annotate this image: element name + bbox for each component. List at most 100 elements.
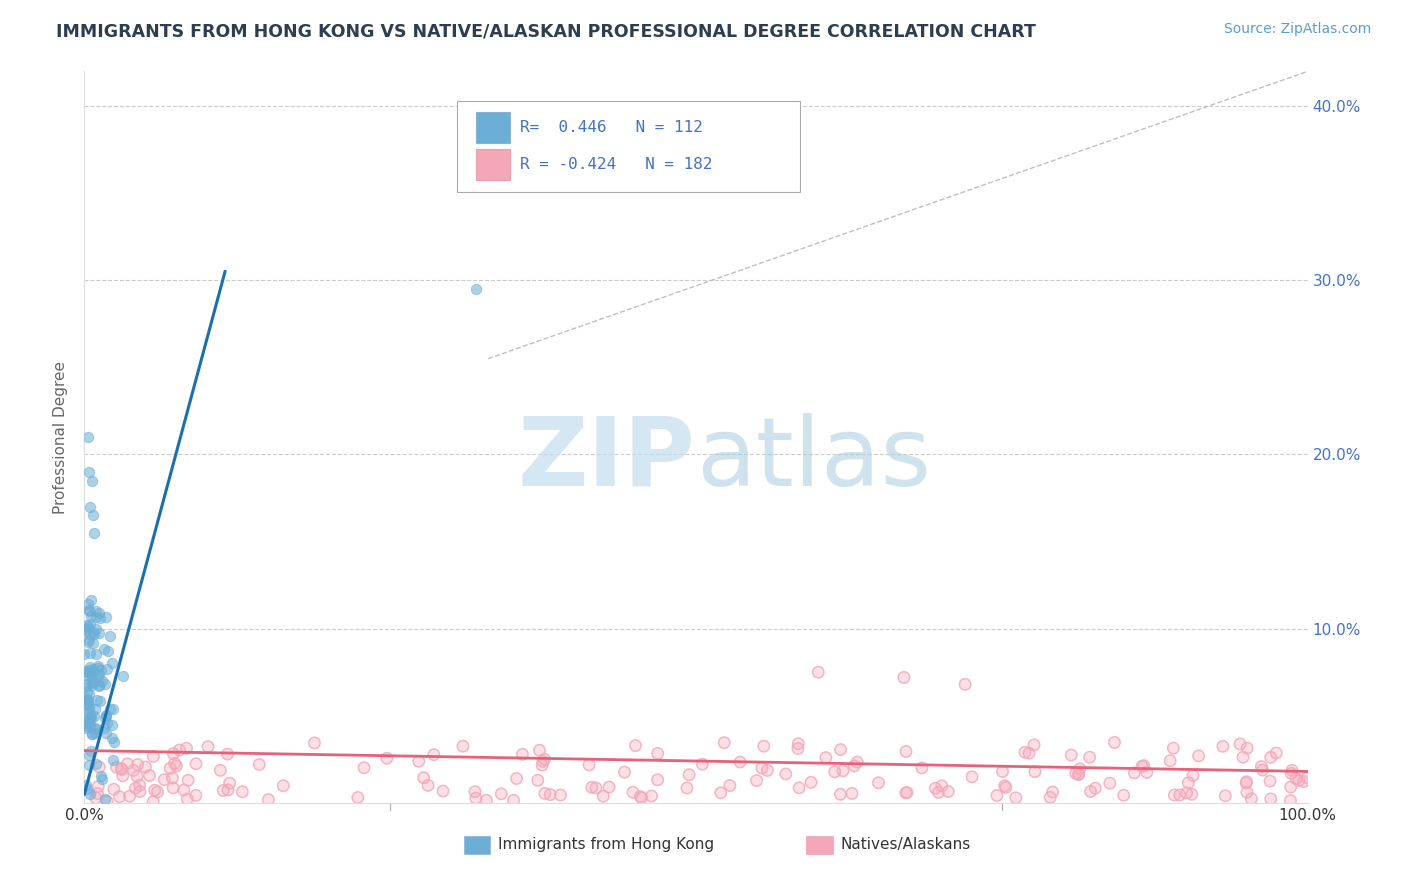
Point <box>1080 784 1102 798</box>
Point <box>896 785 918 799</box>
Point <box>531 758 554 772</box>
Point <box>830 742 852 756</box>
Point <box>1067 767 1090 781</box>
Point <box>122 764 145 778</box>
Point <box>1168 788 1191 802</box>
Point <box>105 760 128 774</box>
Point <box>94 709 117 723</box>
Point <box>787 741 810 756</box>
Point <box>1069 762 1091 776</box>
Point <box>353 761 375 775</box>
Point <box>84 722 107 736</box>
Point <box>718 779 741 793</box>
Point <box>464 785 486 799</box>
Point <box>1039 790 1062 805</box>
Point <box>953 677 976 691</box>
Point <box>80 673 103 687</box>
Text: Natives/Alaskans: Natives/Alaskans <box>841 837 970 852</box>
Point <box>505 772 527 786</box>
Point <box>1175 786 1198 800</box>
Point <box>533 752 555 766</box>
Point <box>581 780 603 795</box>
Point <box>89 611 111 625</box>
Point <box>76 685 98 699</box>
Point <box>1288 773 1310 788</box>
Point <box>502 793 524 807</box>
Text: R=  0.446   N = 112: R= 0.446 N = 112 <box>520 120 703 136</box>
Point <box>713 736 735 750</box>
Point <box>176 741 198 756</box>
Point <box>676 780 699 795</box>
Point <box>127 770 149 784</box>
Point <box>231 785 253 799</box>
Point <box>692 757 714 772</box>
Point <box>1163 741 1185 756</box>
Point <box>209 764 232 778</box>
Point <box>960 770 983 784</box>
Point <box>76 695 98 709</box>
Point <box>94 711 117 725</box>
Point <box>624 739 647 753</box>
Point <box>98 629 121 643</box>
Point <box>1159 754 1181 768</box>
Point <box>218 776 240 790</box>
Point <box>76 693 98 707</box>
Point <box>1260 750 1282 764</box>
Point <box>1212 739 1234 754</box>
Point <box>489 787 512 801</box>
Point <box>96 794 118 808</box>
Point <box>1182 768 1205 782</box>
Point <box>844 759 866 773</box>
Point <box>184 756 207 771</box>
Point <box>924 781 946 796</box>
Point <box>1236 774 1258 789</box>
Point <box>159 761 181 775</box>
Point <box>894 744 917 758</box>
Point <box>423 747 446 762</box>
Point <box>533 752 555 766</box>
Point <box>1067 767 1090 781</box>
Point <box>1188 748 1211 763</box>
Point <box>531 755 554 769</box>
Point <box>80 743 103 757</box>
Point <box>578 757 600 772</box>
Point <box>1060 747 1083 762</box>
Point <box>624 739 647 753</box>
Point <box>1130 759 1153 773</box>
Point <box>621 785 644 799</box>
Point <box>184 789 207 803</box>
Point <box>787 737 810 751</box>
Point <box>79 604 101 618</box>
Point <box>82 508 104 523</box>
Point <box>1060 747 1083 762</box>
Point <box>1084 781 1107 796</box>
Point <box>138 768 160 782</box>
Point <box>800 775 823 789</box>
Point <box>94 726 117 740</box>
Point <box>117 756 139 771</box>
Point <box>1067 767 1090 781</box>
Point <box>76 619 98 633</box>
Point <box>75 680 97 694</box>
Point <box>1281 764 1303 778</box>
Text: IMMIGRANTS FROM HONG KONG VS NATIVE/ALASKAN PROFESSIONAL DEGREE CORRELATION CHAR: IMMIGRANTS FROM HONG KONG VS NATIVE/ALAS… <box>56 22 1036 40</box>
Point <box>994 779 1017 793</box>
Point <box>80 712 103 726</box>
Point <box>212 783 235 797</box>
Point <box>184 756 207 771</box>
Point <box>87 607 110 621</box>
Point <box>846 755 869 769</box>
Point <box>728 755 751 769</box>
Point <box>512 747 534 762</box>
Point <box>1123 765 1146 780</box>
Point <box>1250 759 1272 773</box>
Point <box>118 789 141 804</box>
Point <box>1018 746 1040 760</box>
Point <box>162 771 184 785</box>
Point <box>91 772 114 786</box>
Point <box>108 789 131 804</box>
Point <box>83 525 105 540</box>
Point <box>73 715 96 730</box>
Point <box>1177 776 1199 790</box>
Point <box>1236 774 1258 789</box>
